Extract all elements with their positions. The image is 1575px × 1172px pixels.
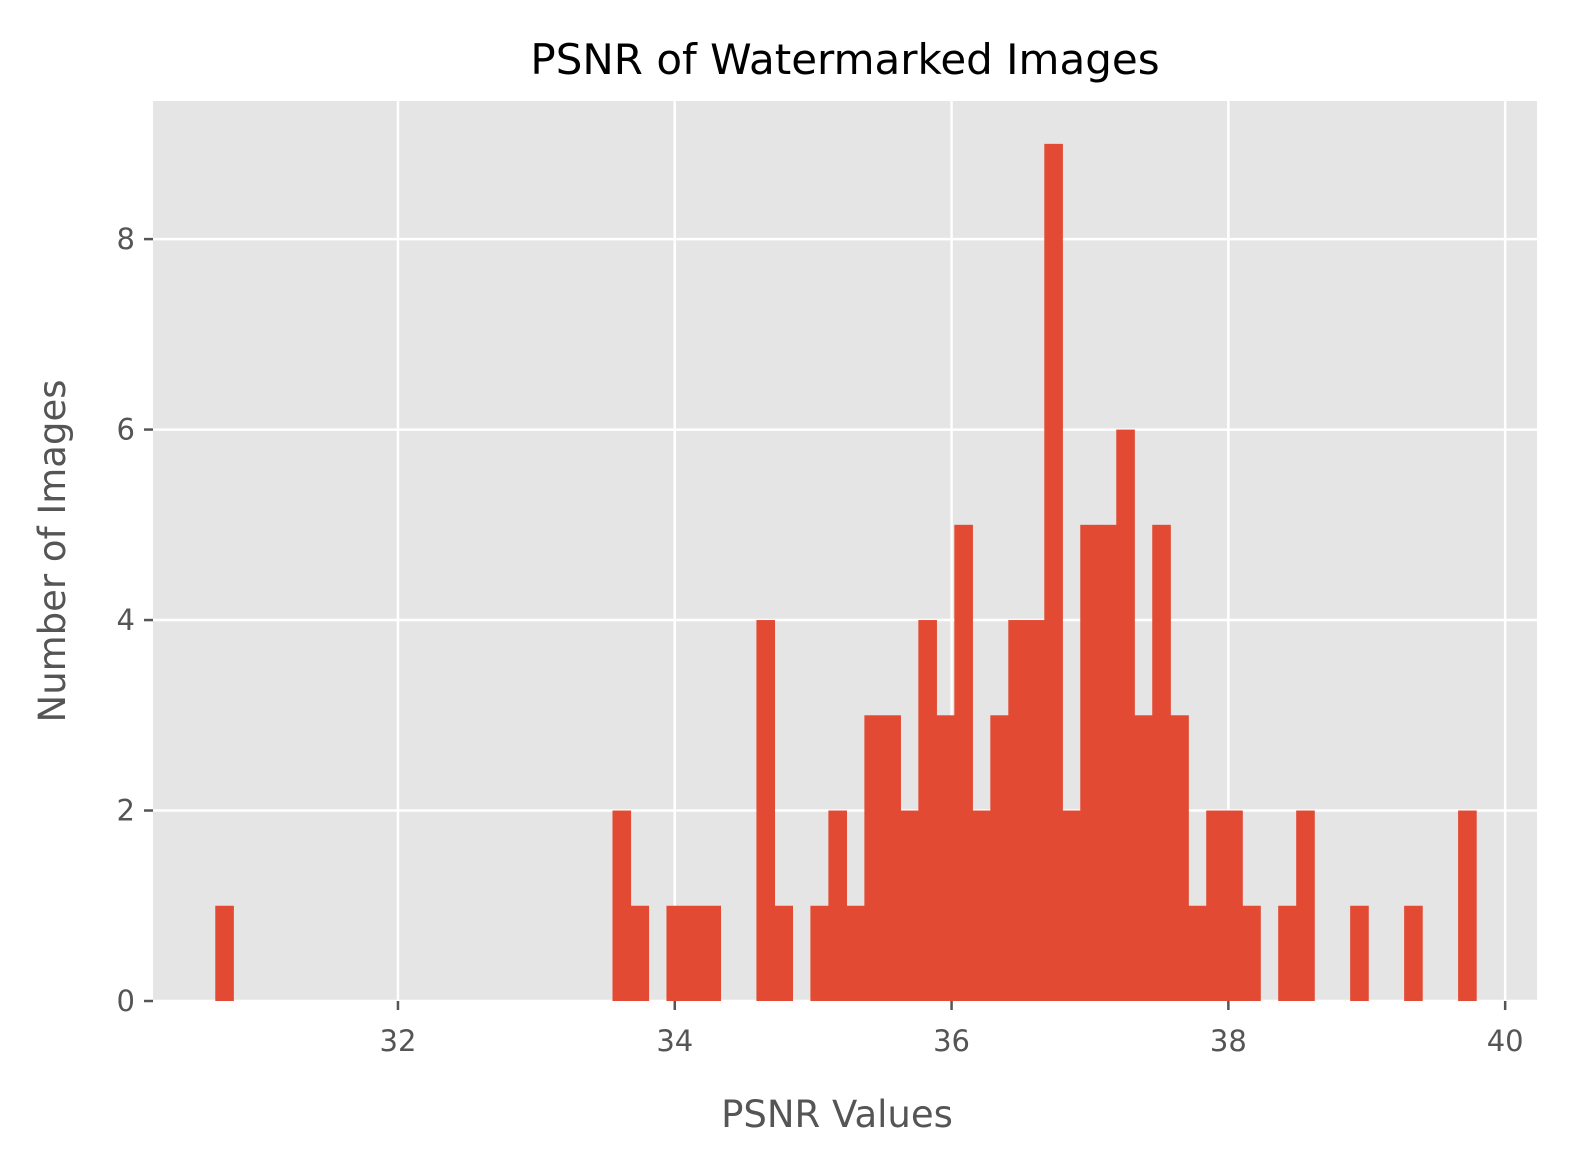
- histogram-bar: [1080, 524, 1099, 1001]
- histogram-bar: [828, 810, 847, 1001]
- histogram-bar: [1098, 524, 1117, 1001]
- y-tick-label: 8: [117, 222, 135, 256]
- histogram-bar: [630, 905, 650, 1001]
- histogram-bar: [1062, 810, 1081, 1001]
- histogram-bar: [864, 715, 883, 1001]
- histogram-bar: [882, 715, 901, 1001]
- histogram-bar: [1116, 429, 1135, 1002]
- histogram-bar: [215, 905, 234, 1001]
- histogram-bar: [1206, 810, 1225, 1001]
- axis-ticks: 32 34 36 38 40 0 2 4 6 8: [117, 222, 1524, 1058]
- histogram-bar: [1008, 620, 1027, 1001]
- y-axis-label: Number of Images: [31, 380, 74, 723]
- histogram-bars: [215, 143, 1477, 1002]
- x-tick-label: 36: [933, 1024, 970, 1058]
- x-tick-label: 34: [656, 1024, 693, 1058]
- histogram-bar: [702, 905, 722, 1001]
- y-tick-label: 0: [117, 984, 135, 1018]
- histogram-bar: [1296, 810, 1315, 1001]
- histogram-bar: [1278, 905, 1297, 1001]
- histogram-bar: [1188, 905, 1207, 1001]
- histogram-bar: [756, 620, 776, 1001]
- histogram-bar: [612, 810, 632, 1001]
- x-tick-label: 40: [1487, 1024, 1524, 1058]
- histogram-bar: [972, 810, 991, 1001]
- histogram-bar: [954, 524, 973, 1001]
- chart-title: PSNR of Watermarked Images: [530, 35, 1159, 84]
- histogram-bar: [1026, 620, 1045, 1001]
- histogram-bar: [1152, 524, 1171, 1001]
- histogram-bar: [1242, 905, 1261, 1001]
- x-tick-label: 32: [380, 1024, 417, 1058]
- histogram-bar: [810, 905, 829, 1001]
- histogram-bar: [1404, 905, 1423, 1001]
- histogram-bar: [1458, 810, 1477, 1001]
- y-tick-label: 2: [117, 794, 135, 828]
- histogram-bar: [774, 905, 794, 1001]
- histogram-bar: [1170, 715, 1189, 1001]
- x-tick-label: 38: [1210, 1024, 1247, 1058]
- histogram-bar: [936, 715, 955, 1001]
- histogram-bar: [1224, 810, 1243, 1001]
- x-axis-label: PSNR Values: [721, 1093, 953, 1136]
- histogram-bar: [1350, 905, 1369, 1001]
- histogram-bar: [1134, 715, 1153, 1001]
- histogram-bar: [846, 905, 865, 1001]
- histogram-bar: [684, 905, 704, 1001]
- histogram-bar: [900, 810, 919, 1001]
- y-tick-label: 6: [117, 413, 135, 447]
- histogram-bar: [666, 905, 686, 1001]
- histogram-bar: [1044, 143, 1063, 1001]
- histogram-bar: [918, 620, 937, 1001]
- y-tick-label: 4: [117, 603, 135, 637]
- histogram-bar: [990, 715, 1009, 1001]
